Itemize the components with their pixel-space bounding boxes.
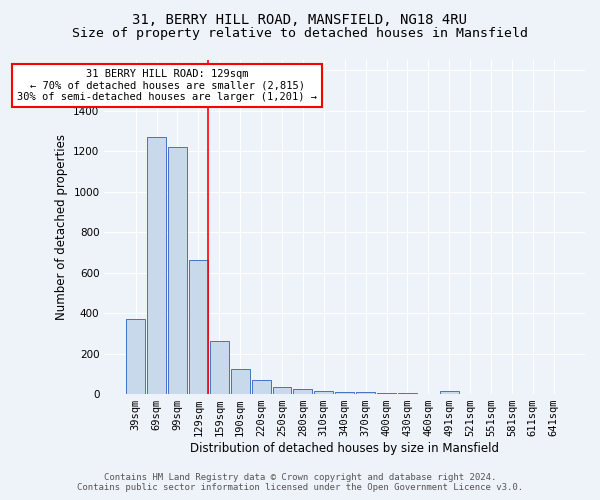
Bar (272, 387, 292, 394)
Text: Contains HM Land Registry data © Crown copyright and database right 2024.
Contai: Contains HM Land Registry data © Crown c… (77, 473, 523, 492)
Bar (440, 391, 458, 394)
Bar (377, 393, 396, 394)
Bar (210, 342, 229, 394)
Bar (189, 260, 208, 394)
Bar (293, 389, 313, 394)
Text: 31 BERRY HILL ROAD: 129sqm
← 70% of detached houses are smaller (2,815)
30% of s: 31 BERRY HILL ROAD: 129sqm ← 70% of deta… (17, 68, 317, 102)
Bar (126, 319, 145, 394)
Bar (251, 380, 271, 394)
Bar (147, 137, 166, 394)
X-axis label: Distribution of detached houses by size in Mansfield: Distribution of detached houses by size … (190, 442, 499, 455)
Bar (231, 369, 250, 394)
Text: Size of property relative to detached houses in Mansfield: Size of property relative to detached ho… (72, 28, 528, 40)
Bar (335, 392, 354, 394)
Bar (314, 391, 333, 394)
Text: 31, BERRY HILL ROAD, MANSFIELD, NG18 4RU: 31, BERRY HILL ROAD, MANSFIELD, NG18 4RU (133, 12, 467, 26)
Bar (168, 147, 187, 394)
Y-axis label: Number of detached properties: Number of detached properties (55, 134, 68, 320)
Bar (356, 392, 375, 394)
